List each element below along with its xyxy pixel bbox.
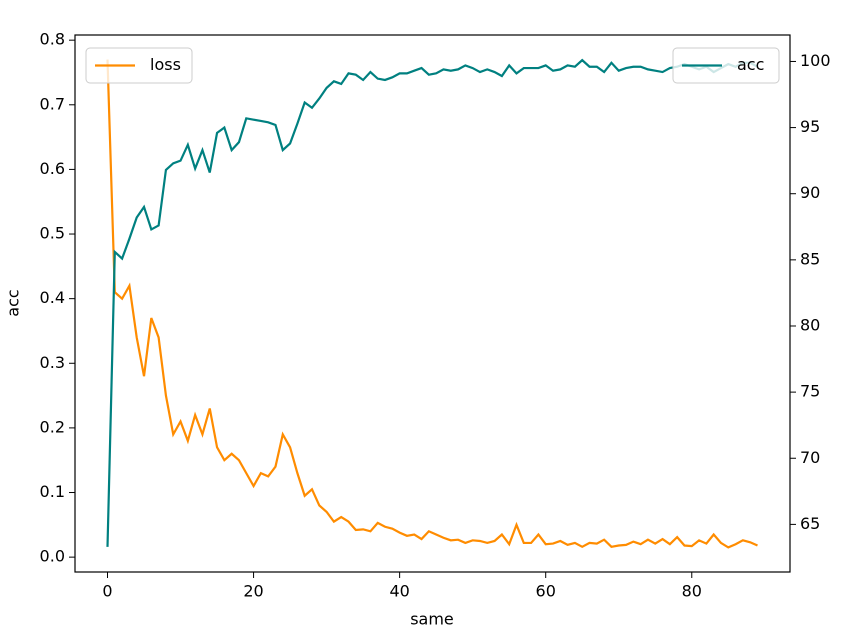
x-tick-label: 60 xyxy=(536,582,556,601)
y-tick-label: 0.8 xyxy=(40,30,65,49)
y2-tick-label: 70 xyxy=(800,448,820,467)
y-tick-label: 0.7 xyxy=(40,94,65,113)
x-tick-label: 80 xyxy=(682,582,702,601)
y-tick-label: 0.6 xyxy=(40,159,65,178)
y2-tick-label: 65 xyxy=(800,514,820,533)
y-tick-label: 0.3 xyxy=(40,353,65,372)
series-line xyxy=(106,59,758,549)
y2-tick-label: 85 xyxy=(800,249,820,268)
y-tick-label: 0.4 xyxy=(40,288,65,307)
y-tick-label: 0.1 xyxy=(40,482,65,501)
y-tick-label: 0.0 xyxy=(40,547,65,566)
y-tick-label: 0.2 xyxy=(40,417,65,436)
x-axis-label: same xyxy=(410,610,454,629)
x-tick-label: 0 xyxy=(102,582,112,601)
legend-label: loss xyxy=(150,55,181,74)
y2-tick-label: 75 xyxy=(800,382,820,401)
legend-label: acc xyxy=(737,55,764,74)
y2-tick-label: 95 xyxy=(800,117,820,136)
x-tick-label: 20 xyxy=(243,582,263,601)
series-line xyxy=(106,58,759,547)
y-axis-label: acc xyxy=(4,289,23,316)
plot-frame xyxy=(74,34,791,573)
y2-tick-label: 90 xyxy=(800,183,820,202)
y2-tick-label: 100 xyxy=(800,51,831,70)
y-tick-label: 0.5 xyxy=(40,224,65,243)
legend-box xyxy=(85,47,193,84)
legend-box xyxy=(672,47,780,84)
x-tick-label: 40 xyxy=(389,582,409,601)
y2-tick-label: 80 xyxy=(800,315,820,334)
